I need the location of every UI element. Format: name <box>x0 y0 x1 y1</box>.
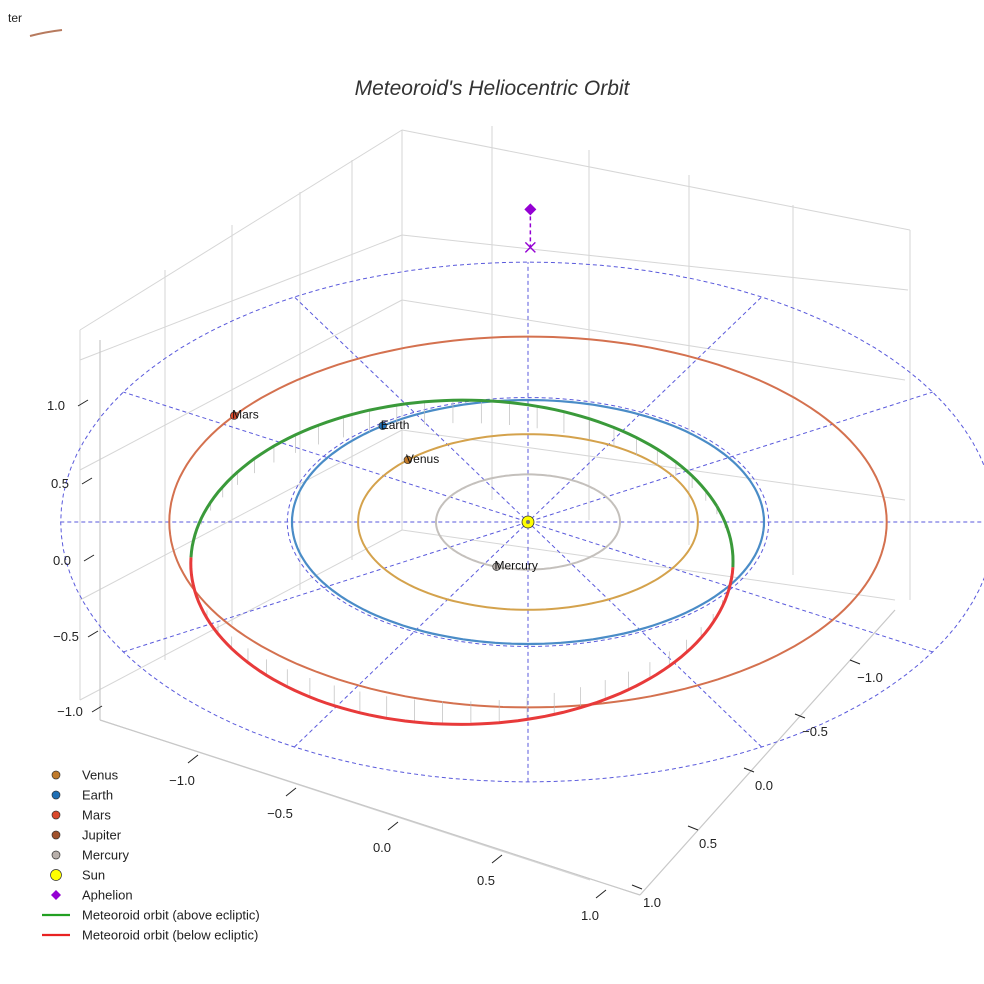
mercury-marker <box>492 562 501 571</box>
x-tick-mark <box>285 787 297 797</box>
x-tick-label: 0.0 <box>373 840 391 855</box>
z-tick-mark <box>87 630 99 638</box>
grid-line <box>401 129 911 231</box>
z-tick-mark <box>77 399 89 407</box>
legend: Venus Earth Mars Jupiter Mercury Sun Aphelion M… <box>42 768 260 943</box>
legend-marker-earth <box>51 790 61 800</box>
y-tick-mark <box>687 825 699 831</box>
legend-marker-mars <box>51 810 61 820</box>
y-tick-label: 1.0 <box>643 895 661 910</box>
orbit-mars <box>168 335 888 709</box>
z-tick-label: 0.5 <box>51 476 69 491</box>
y-axis-line <box>639 609 896 896</box>
earth-label: Earth <box>381 418 410 432</box>
z-tick-label: 1.0 <box>47 398 65 413</box>
orbit-venus <box>357 433 699 611</box>
mars-label: Mars <box>232 408 259 422</box>
grid-line <box>79 429 403 601</box>
jupiter-orbit-arc <box>29 29 63 37</box>
legend-label: Mercury <box>82 848 129 863</box>
planet-markers: Mercury Venus Earth Mars <box>230 203 538 573</box>
legend-label: Jupiter <box>82 828 122 843</box>
grid-line <box>79 234 403 361</box>
legend-label: Mars <box>82 808 111 823</box>
y-tick-mark <box>631 884 643 890</box>
meteoroid-orbit-above <box>189 398 719 558</box>
mars-marker <box>230 411 239 420</box>
legend-label: Earth <box>82 788 113 803</box>
meteoroid-orbit-below <box>189 557 735 726</box>
aphelion-projection-marker <box>524 241 536 253</box>
tick-labels: −1.0 −0.5 0.0 0.5 1.0 −1.0 −0.5 0.0 0.5 1.0 1.0 0.5… <box>47 398 883 923</box>
y-tick-mark <box>743 767 755 773</box>
legend-label: Aphelion <box>82 888 133 903</box>
chart-title: Meteoroid's Heliocentric Orbit <box>355 77 631 100</box>
mercury-label: Mercury <box>495 559 538 573</box>
legend-label: Meteoroid orbit (above ecliptic) <box>82 908 260 923</box>
meteoroid-orbit <box>189 398 735 726</box>
corner-label: ter <box>8 11 22 25</box>
z-tick-mark <box>91 705 103 713</box>
z-tick-label: −0.5 <box>53 629 79 644</box>
y-tick-mark <box>849 659 861 665</box>
x-tick-label: −0.5 <box>267 806 293 821</box>
grid-line <box>401 234 909 291</box>
grid-line <box>401 529 896 601</box>
ecliptic-radial-line <box>123 391 933 653</box>
x-tick-mark <box>387 821 399 831</box>
sun-core <box>526 520 530 524</box>
z-tick-mark <box>81 477 93 485</box>
x-tick-mark <box>491 854 503 864</box>
axes <box>99 340 896 896</box>
meteoroid-orbit-above <box>715 505 735 568</box>
z-tick-label: 0.0 <box>53 553 71 568</box>
legend-marker-sun <box>50 869 62 881</box>
x-tick-mark <box>187 754 199 764</box>
legend-marker-jupiter <box>51 830 61 840</box>
grid-line <box>79 129 403 331</box>
y-tick-label: 0.0 <box>755 778 773 793</box>
grid-line <box>79 299 403 471</box>
legend-label: Venus <box>82 768 119 783</box>
y-tick-label: −0.5 <box>802 724 828 739</box>
y-tick-label: −1.0 <box>857 670 883 685</box>
legend-marker-aphelion <box>51 890 61 900</box>
earth-marker <box>378 421 387 431</box>
orbit-earth <box>290 398 766 646</box>
x-tick-label: 0.5 <box>477 873 495 888</box>
x-tick-label: 1.0 <box>581 908 599 923</box>
z-tick-mark <box>83 554 95 562</box>
venus-marker <box>403 455 412 465</box>
y-tick-label: 0.5 <box>699 836 717 851</box>
x-tick-mark <box>595 889 607 899</box>
legend-marker-mercury <box>51 850 61 860</box>
x-axis-line <box>99 719 641 896</box>
grid-line <box>401 299 906 381</box>
x-tick-label: −1.0 <box>169 773 195 788</box>
legend-label: Meteoroid orbit (below ecliptic) <box>82 928 258 943</box>
legend-marker-venus <box>51 770 61 780</box>
venus-label: Venus <box>406 452 439 466</box>
grid-line <box>401 429 906 501</box>
grid-line <box>79 529 403 701</box>
ecliptic-radial-line <box>123 391 933 653</box>
y-tick-mark <box>794 713 806 719</box>
orbit-drop-lines <box>190 400 734 725</box>
aphelion-marker <box>524 203 537 216</box>
planet-orbits <box>168 335 888 709</box>
orbit-earth-reference <box>286 397 770 647</box>
legend-label: Sun <box>82 868 105 883</box>
z-tick-label: −1.0 <box>57 704 83 719</box>
orbit-mercury <box>435 473 621 571</box>
